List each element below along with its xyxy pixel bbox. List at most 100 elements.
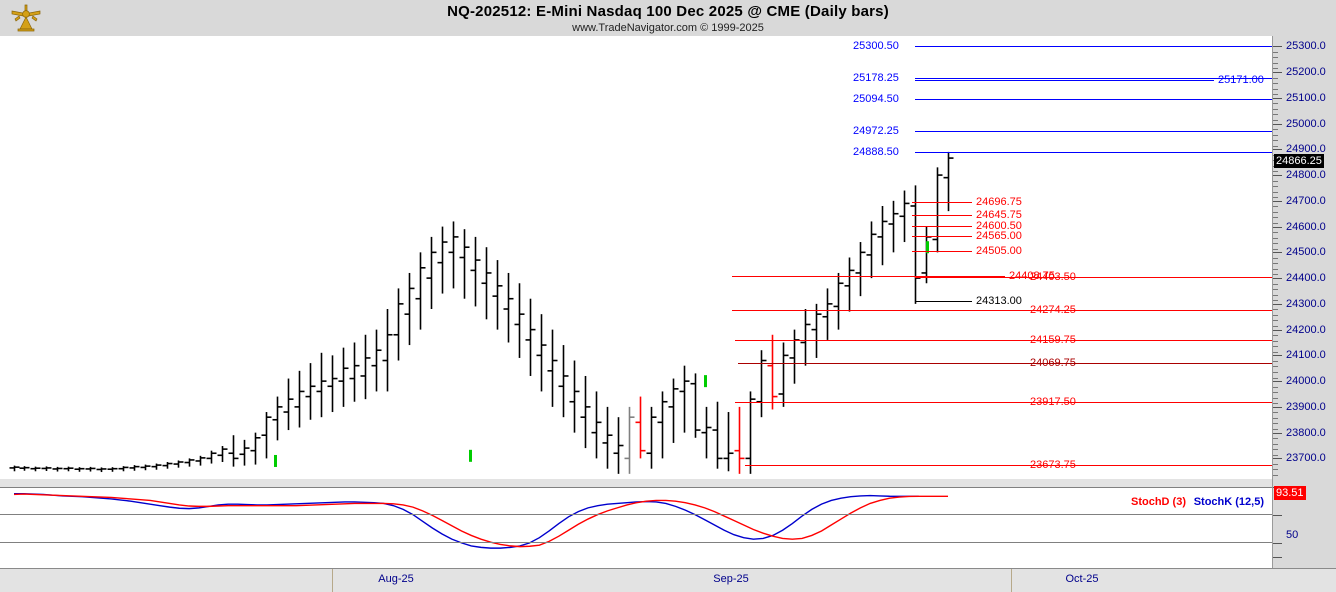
price-plot-area[interactable]: 25300.50 25178.25 25171.00 25094.50 24972.25… bbox=[0, 36, 1272, 479]
price-axis-minor-tick bbox=[1273, 57, 1278, 59]
level-label: 24972.25 bbox=[853, 124, 899, 137]
price-axis-minor-tick bbox=[1273, 180, 1278, 182]
level-label: 24888.50 bbox=[853, 146, 899, 159]
price-axis-minor-tick bbox=[1273, 320, 1278, 322]
price-axis-minor-tick bbox=[1273, 294, 1278, 296]
date-axis-label: Sep-25 bbox=[713, 573, 749, 585]
stoch-upper-guide bbox=[0, 514, 1272, 515]
price-axis-minor-tick bbox=[1273, 412, 1278, 414]
level-label: 24505.00 bbox=[976, 245, 1022, 258]
level-label: 24600.50 bbox=[976, 220, 1022, 233]
ohlc-bar bbox=[811, 303, 822, 358]
ohlc-bar bbox=[382, 309, 393, 392]
ohlc-bar bbox=[228, 435, 239, 467]
price-axis-tick bbox=[1273, 175, 1282, 177]
ohlc-bar bbox=[118, 466, 129, 472]
ohlc-bar bbox=[668, 378, 679, 443]
ohlc-bar bbox=[459, 229, 470, 299]
level-line-resistance bbox=[915, 77, 1272, 79]
stoch-mid-label: 50 bbox=[1286, 529, 1299, 541]
ohlc-bar bbox=[371, 329, 382, 392]
price-axis-minor-tick bbox=[1273, 62, 1278, 64]
level-line-support bbox=[735, 339, 1272, 341]
price-axis-minor-tick bbox=[1273, 274, 1278, 276]
ohlc-bar bbox=[41, 466, 52, 472]
ohlc-bar bbox=[932, 167, 943, 253]
price-axis-minor-tick bbox=[1273, 449, 1278, 451]
ohlc-bar bbox=[536, 314, 547, 392]
ohlc-bar bbox=[679, 365, 690, 433]
price-axis-minor-tick bbox=[1273, 171, 1278, 173]
level-line-support bbox=[915, 277, 1272, 279]
date-axis[interactable]: Aug-25 Sep-25 Oct-25 bbox=[0, 568, 1336, 592]
green-bar-marker bbox=[704, 375, 707, 388]
ohlc-bar bbox=[767, 334, 778, 410]
ohlc-bar bbox=[657, 391, 668, 459]
ohlc-bar bbox=[261, 412, 272, 459]
level-line-support bbox=[912, 235, 972, 237]
ohlc-bar bbox=[503, 272, 514, 343]
ohlc-bar bbox=[85, 466, 96, 472]
level-line-support bbox=[732, 310, 1272, 312]
price-axis-minor-tick bbox=[1273, 134, 1278, 136]
green-bar-marker bbox=[469, 449, 472, 462]
ohlc-bar bbox=[558, 345, 569, 418]
price-axis[interactable]: 25300.0 25200.0 25100.0 25000.0 24900.0 24800… bbox=[1272, 36, 1336, 568]
ohlc-bar bbox=[173, 460, 184, 468]
ohlc-bar bbox=[888, 200, 899, 253]
ohlc-bar bbox=[250, 432, 261, 465]
stoch-axis-tick bbox=[1273, 515, 1282, 516]
price-axis-label: 25200.0 bbox=[1286, 66, 1326, 79]
ohlc-bar bbox=[437, 226, 448, 294]
price-axis-minor-tick bbox=[1273, 429, 1278, 431]
price-axis-minor-tick bbox=[1273, 438, 1278, 440]
level-line-resistance bbox=[915, 46, 1272, 48]
level-label: 25178.25 bbox=[853, 71, 899, 84]
ohlc-bar bbox=[734, 406, 745, 474]
level-line-support bbox=[912, 251, 972, 253]
price-axis-tick bbox=[1273, 303, 1282, 305]
ohlc-bar bbox=[294, 370, 305, 428]
price-axis-minor-tick bbox=[1273, 206, 1278, 208]
ohlc-bar bbox=[206, 450, 217, 464]
price-axis-minor-tick bbox=[1273, 268, 1278, 270]
ohlc-bar bbox=[745, 391, 756, 474]
level-line-support bbox=[912, 226, 972, 228]
price-axis-minor-tick bbox=[1273, 300, 1278, 302]
ohlc-bar bbox=[624, 406, 635, 474]
price-axis-tick bbox=[1273, 226, 1282, 228]
price-axis-minor-tick bbox=[1273, 397, 1278, 399]
level-line-resistance bbox=[915, 79, 1214, 81]
level-line-support bbox=[912, 214, 972, 216]
ohlc-bar bbox=[690, 373, 701, 438]
stoch-k-legend: StochK (12,5) bbox=[1193, 496, 1264, 508]
price-axis-minor-tick bbox=[1273, 314, 1278, 316]
price-axis-label: 24600.0 bbox=[1286, 220, 1326, 233]
price-axis-minor-tick bbox=[1273, 263, 1278, 265]
price-axis-label: 24500.0 bbox=[1286, 246, 1326, 259]
price-axis-minor-tick bbox=[1273, 68, 1278, 70]
price-axis-label: 25300.0 bbox=[1286, 40, 1326, 53]
price-axis-minor-tick bbox=[1273, 417, 1278, 419]
date-axis-label: Aug-25 bbox=[378, 573, 414, 585]
price-axis-minor-tick bbox=[1273, 88, 1278, 90]
ohlc-bar bbox=[701, 406, 712, 459]
ohlc-bar bbox=[822, 288, 833, 340]
price-axis-minor-tick bbox=[1273, 108, 1278, 110]
level-label: 24565.00 bbox=[976, 229, 1022, 242]
price-axis-minor-tick bbox=[1273, 326, 1278, 327]
ohlc-bar bbox=[349, 342, 360, 402]
stoch-axis-tick bbox=[1273, 557, 1282, 558]
ohlc-bar bbox=[481, 247, 492, 320]
ohlc-bar bbox=[943, 151, 954, 212]
price-axis-label: 25000.0 bbox=[1286, 117, 1326, 130]
chart-subtitle: www.TradeNavigator.com © 1999-2025 bbox=[572, 22, 764, 34]
stochastic-panel[interactable]: StochD (3) StochK (12,5) bbox=[0, 487, 1272, 570]
price-axis-minor-tick bbox=[1273, 289, 1278, 291]
ohlc-bar bbox=[52, 466, 63, 472]
stoch-k-line bbox=[14, 493, 919, 549]
ohlc-bar bbox=[899, 190, 910, 243]
level-label: 23673.75 bbox=[1030, 459, 1076, 472]
ohlc-bar bbox=[591, 391, 602, 459]
price-axis-tick bbox=[1273, 149, 1282, 151]
